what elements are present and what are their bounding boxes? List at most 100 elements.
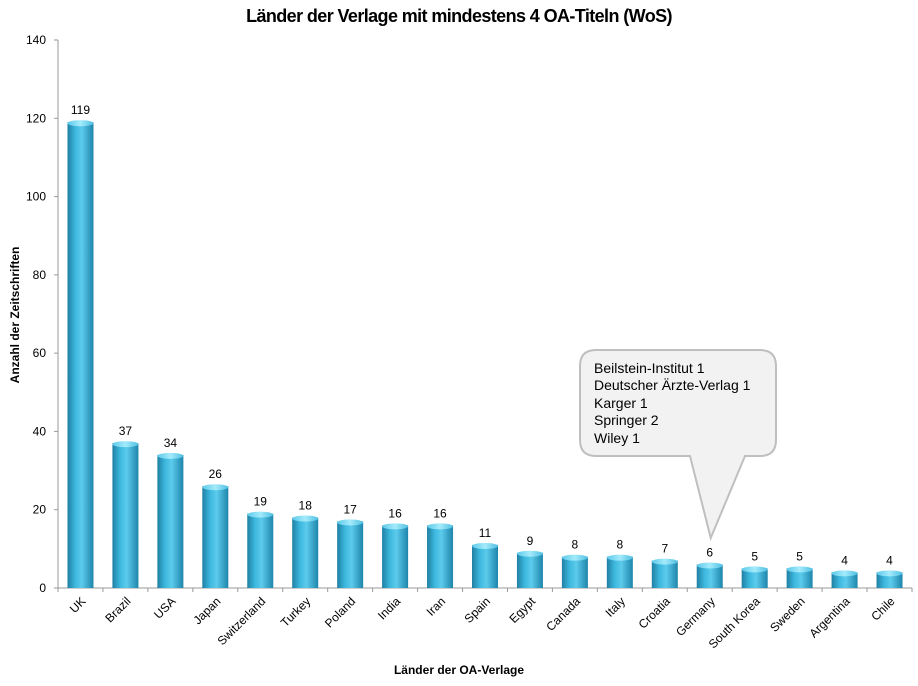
y-tick-label: 60 — [33, 346, 47, 360]
bar — [561, 554, 588, 588]
bar-body — [112, 443, 139, 588]
callout-shape — [579, 349, 777, 542]
bar-body — [157, 454, 184, 588]
x-tick-label: Turkey — [278, 594, 314, 630]
bar-body — [337, 521, 364, 588]
bar — [606, 554, 633, 588]
bar-body — [651, 560, 678, 588]
x-tick-label: Spain — [462, 594, 494, 626]
bar-body — [696, 564, 723, 588]
bar-body — [516, 552, 543, 588]
x-tick-label: Japan — [190, 594, 223, 627]
bar-body — [202, 486, 229, 588]
x-tick-label: Brazil — [102, 594, 133, 625]
bar-cap — [516, 550, 543, 557]
bar — [292, 515, 319, 588]
bar — [67, 120, 94, 588]
bar — [876, 570, 903, 588]
data-label: 9 — [527, 534, 534, 548]
x-axis-label: Länder der OA-Verlage — [393, 663, 525, 677]
data-label: 37 — [119, 424, 133, 438]
bar — [202, 484, 229, 588]
bar-cap — [472, 542, 498, 549]
x-tick-label: Switzerland — [215, 594, 269, 648]
bar-cap — [202, 484, 229, 491]
data-label: 5 — [796, 549, 803, 563]
data-label: 119 — [71, 103, 90, 117]
bar — [696, 562, 723, 588]
bar-cap — [786, 566, 813, 573]
bar-body — [741, 568, 768, 588]
x-tick-label: Chile — [868, 594, 897, 623]
data-label: 4 — [886, 553, 893, 567]
bar — [382, 523, 409, 588]
bar-body — [472, 544, 498, 588]
data-label: 34 — [164, 436, 178, 450]
bar-cap — [382, 523, 409, 530]
bar-cap — [606, 554, 633, 561]
data-label: 16 — [388, 506, 402, 520]
x-tick-label: Argentina — [806, 594, 852, 640]
data-label: 4 — [841, 553, 848, 567]
bar — [786, 566, 813, 588]
x-tick-label: USA — [151, 594, 178, 621]
bar-cap — [831, 570, 858, 577]
x-tick-label: UK — [67, 594, 89, 616]
x-tick-label: Iran — [424, 594, 449, 619]
x-tick-label: India — [375, 594, 404, 623]
bars — [67, 120, 903, 588]
callout-text: Beilstein-Institut 1 Deutscher Ärzte-Ver… — [594, 360, 750, 447]
data-label: 17 — [343, 502, 357, 516]
bar-cap — [427, 523, 454, 530]
bar-body — [292, 517, 319, 588]
bar-cap — [337, 519, 364, 526]
bar — [472, 542, 498, 588]
bar-cap — [247, 511, 274, 518]
bar-body — [67, 122, 94, 588]
bar-body — [382, 525, 409, 588]
y-tick-label: 100 — [26, 190, 46, 204]
bar-cap — [651, 558, 678, 565]
bar-cap — [561, 554, 588, 561]
x-tick-label: Poland — [322, 594, 358, 630]
bar-cap — [741, 566, 768, 573]
callout-line: Karger 1 — [594, 394, 648, 411]
chart-title: Länder der Verlage mit mindestens 4 OA-T… — [246, 6, 672, 26]
data-label: 8 — [616, 538, 623, 552]
data-label: 16 — [433, 506, 447, 520]
data-label: 18 — [299, 499, 313, 513]
data-label: 26 — [209, 467, 223, 481]
bar — [247, 511, 274, 588]
bar-body — [247, 513, 274, 588]
bar — [741, 566, 768, 588]
y-tick-label: 80 — [33, 268, 47, 282]
data-label: 7 — [661, 542, 668, 556]
bar-body — [606, 556, 633, 588]
bar-body — [561, 556, 588, 588]
bar — [831, 570, 858, 588]
bar-cap — [157, 452, 184, 459]
bar-body — [786, 568, 813, 588]
annotation-callout: Beilstein-Institut 1 Deutscher Ärzte-Ver… — [579, 349, 777, 542]
x-tick-label: Canada — [543, 594, 583, 634]
bar-body — [427, 525, 454, 588]
bar — [651, 558, 678, 588]
y-tick-label: 20 — [33, 503, 47, 517]
y-tick-label: 0 — [39, 581, 46, 595]
bar — [157, 452, 184, 588]
data-label: 8 — [572, 538, 579, 552]
data-label: 6 — [706, 546, 713, 560]
bar-body — [876, 572, 903, 588]
bar-cap — [696, 562, 723, 569]
bar-cap — [292, 515, 319, 522]
bar — [516, 550, 543, 588]
x-tick-label: Sweden — [767, 594, 808, 635]
x-tick-label: Italy — [602, 594, 627, 619]
data-label: 19 — [254, 495, 268, 509]
bar-cap — [67, 120, 94, 127]
x-tick-label: Egypt — [506, 594, 538, 626]
bar-body — [831, 572, 858, 588]
y-tick-label: 140 — [26, 33, 46, 47]
data-label: 5 — [751, 549, 758, 563]
